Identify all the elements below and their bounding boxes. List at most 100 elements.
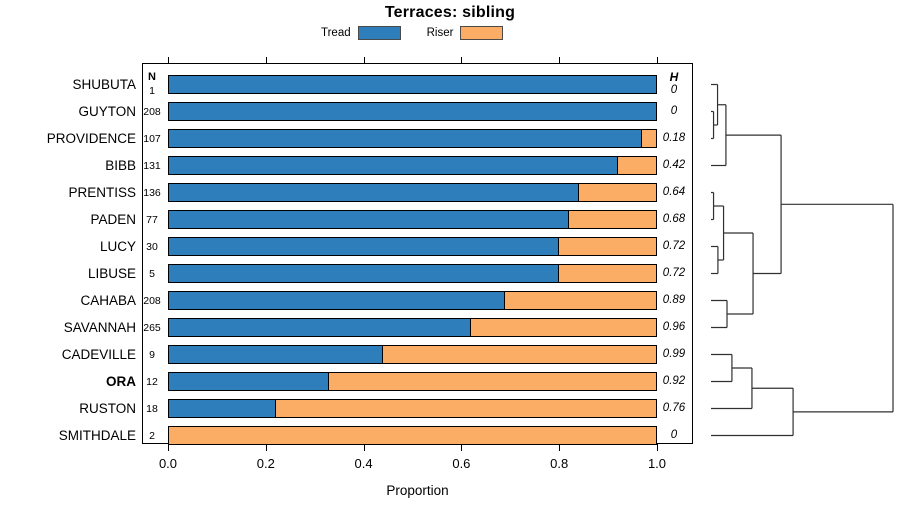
h-value: 0.18 [662,131,686,144]
n-value: 208 [143,294,161,307]
bar-row [168,75,657,94]
h-value: 0.99 [662,347,686,360]
bar-row [168,318,657,337]
legend-item-tread: Tread [321,26,401,40]
bar-row [168,399,657,418]
n-value: 131 [143,159,161,172]
bar-segment-riser [578,183,657,202]
h-value: 0.72 [662,266,686,279]
bar-row [168,210,657,229]
x-tick [559,444,561,451]
n-value: 9 [149,348,155,361]
bar-segment-riser [275,399,657,418]
h-value: 0.64 [662,185,686,198]
x-tick-label: 1.0 [647,456,667,471]
x-tick-top [461,57,463,63]
h-value: 0.89 [662,293,686,306]
category-label: PROVIDENCE [46,130,136,146]
h-value: 0.96 [662,320,686,333]
category-label: BIBB [105,157,136,173]
bar-segment-tread [168,399,276,418]
h-value: 0 [670,104,678,117]
h-value: 0.92 [662,374,686,387]
bar-segment-tread [168,345,383,364]
x-tick [265,444,267,451]
bar-segment-tread [168,318,471,337]
bar-segment-riser [382,345,657,364]
n-value: 136 [143,186,161,199]
legend-item-riser: Riser [427,26,504,40]
legend-swatch-riser [460,26,504,40]
bar-segment-tread [168,183,579,202]
bar-segment-tread [168,210,569,229]
category-label: CADEVILLE [61,346,136,362]
bar-row [168,183,657,202]
h-value: 0 [670,83,678,96]
bar-segment-tread [168,75,657,94]
legend-swatch-tread [357,26,401,40]
n-value: 107 [143,132,161,145]
bar-segment-tread [168,156,618,175]
h-value: 0.76 [662,401,686,414]
bar-row [168,345,657,364]
x-axis-title: Proportion [386,483,449,498]
category-label: GUYTON [78,103,136,119]
bar-segment-riser [470,318,657,337]
category-label: RUSTON [79,400,136,416]
legend-label-tread: Tread [321,27,351,39]
x-tick-top [559,57,561,63]
category-label: PADEN [90,211,136,227]
x-tick-label: 0.2 [256,456,275,471]
bar-segment-riser [641,129,657,148]
legend-label-riser: Riser [426,27,454,39]
category-label: SAVANNAH [63,319,136,335]
bar-segment-tread [168,102,657,121]
bar-segment-tread [168,129,642,148]
category-label: CAHABA [80,292,136,308]
category-label: LUCY [99,238,136,254]
bar-segment-riser [617,156,657,175]
n-value: 12 [146,375,158,388]
x-tick-top [168,57,169,63]
n-value: 30 [146,240,158,253]
legend: Tread Riser [321,26,504,40]
x-tick-top [265,57,267,63]
category-label: ORA [106,373,136,389]
bar-segment-tread [168,264,559,283]
bar-row [168,291,657,310]
x-tick [657,444,658,451]
bar-row [168,372,657,391]
n-value: 265 [143,321,161,334]
n-column-header: N [148,71,156,83]
n-value: 5 [149,267,155,280]
n-value: 18 [146,402,158,415]
n-value: 1 [149,84,155,97]
category-label: LIBUSE [87,265,136,281]
category-label: PRENTISS [68,184,136,200]
h-column-header: H [669,70,679,84]
n-value: 2 [149,429,155,442]
category-label: SHUBUTA [72,76,136,92]
x-tick [168,444,169,451]
bar-segment-tread [168,291,505,310]
x-tick-top [657,57,658,63]
category-label: SMITHDALE [58,427,136,443]
chart-title: Terraces: sibling [384,4,516,21]
x-tick-label: 0.8 [550,456,569,471]
bar-segment-riser [558,264,657,283]
h-value: 0.72 [662,239,686,252]
bar-row [168,156,657,175]
bar-segment-riser [328,372,657,391]
x-tick-top [363,57,365,63]
bar-row [168,264,657,283]
n-value: 208 [143,105,161,118]
bar-row [168,129,657,148]
h-value: 0.42 [662,158,686,171]
bar-segment-riser [504,291,657,310]
n-value: 77 [146,213,158,226]
bar-row [168,102,657,121]
x-tick-label: 0.6 [452,456,471,471]
h-value: 0.68 [662,212,686,225]
x-tick [461,444,463,451]
